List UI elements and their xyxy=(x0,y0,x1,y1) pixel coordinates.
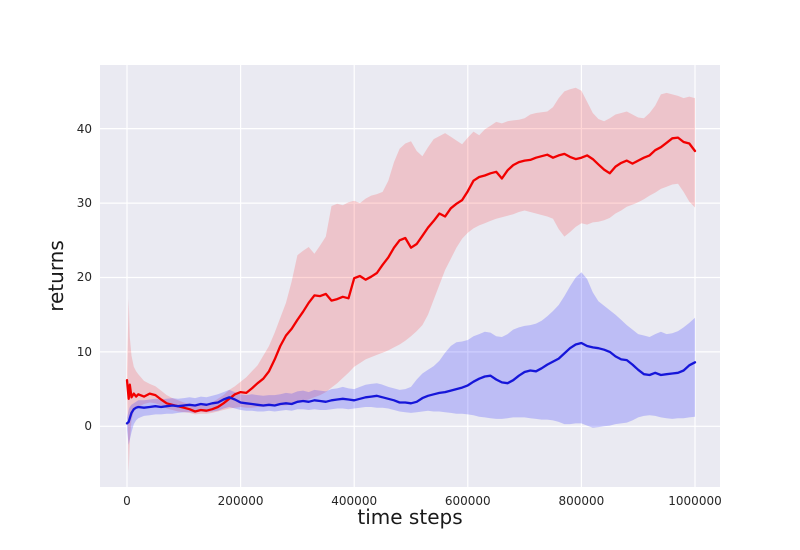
y-tick-label: 0 xyxy=(84,419,92,434)
plot-area xyxy=(100,65,720,487)
x-tick-label: 600000 xyxy=(444,494,491,508)
blue-confidence-band xyxy=(127,272,695,445)
y-tick-label: 40 xyxy=(76,121,92,136)
x-tick-label: 1000000 xyxy=(668,494,722,508)
x-axis-label: time steps xyxy=(357,505,463,529)
y-tick-label: 20 xyxy=(76,270,92,285)
y-tick-label: 30 xyxy=(76,196,92,211)
red-mean-line xyxy=(125,136,697,413)
y-tick-label: 10 xyxy=(76,344,92,359)
x-tick-label: 0 xyxy=(123,494,131,508)
x-tick-label: 400000 xyxy=(331,494,378,508)
y-axis-label: returns xyxy=(44,240,68,312)
chart-canvas xyxy=(100,65,720,487)
red-confidence-band xyxy=(127,87,695,473)
blue-mean-line xyxy=(125,341,697,425)
x-tick-label: 800000 xyxy=(558,494,605,508)
x-tick-label: 200000 xyxy=(217,494,264,508)
